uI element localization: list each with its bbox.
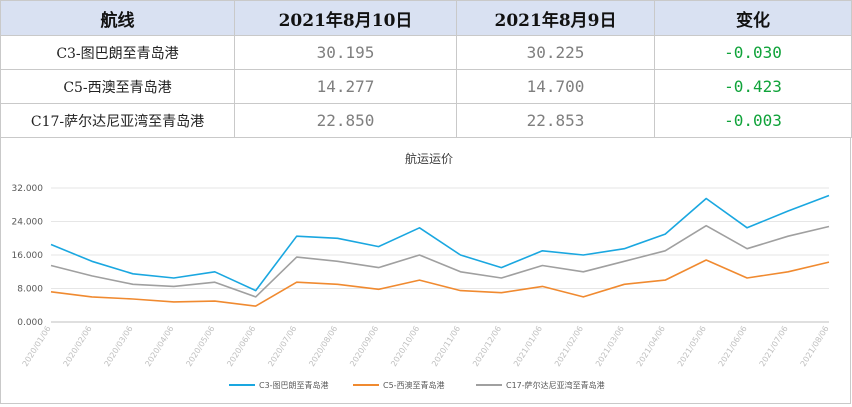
x-tick-label: 2021/06/06 (717, 324, 749, 368)
legend-label: C3-图巴朗至青岛港 (259, 380, 329, 390)
y-tick-label: 32.000 (12, 184, 44, 194)
chart-container: 航运运价 0.000 8.000 16.000 24.000 32.000 2020/0… (0, 137, 851, 404)
x-tick-label: 2020/07/06 (266, 324, 298, 368)
header-today: 2021年8月10日 (234, 0, 457, 36)
x-tick-label: 2021/04/06 (635, 324, 667, 368)
x-tick-label: 2021/05/06 (676, 324, 708, 368)
x-tick-label: 2020/06/06 (225, 324, 257, 368)
today-cell: 14.277 (234, 69, 457, 104)
today-cell: 22.850 (234, 103, 457, 138)
series-line-3 (50, 224, 830, 298)
x-tick-label: 2020/03/06 (103, 324, 135, 368)
x-tick-label: 2021/08/06 (799, 324, 831, 368)
prev-cell: 22.853 (456, 103, 655, 138)
today-cell: 30.195 (234, 35, 457, 70)
freight-rate-table: 航线 2021年8月10日 2021年8月9日 变化 C3-图巴朗至青岛港 30… (0, 0, 852, 138)
route-cell: C5-西澳至青岛港 (0, 69, 235, 104)
x-tick-label: 2020/01/06 (21, 324, 53, 368)
y-tick-label: 0.000 (17, 318, 43, 328)
prev-cell: 30.225 (456, 35, 655, 70)
table-row: C3-图巴朗至青岛港 30.195 30.225 -0.030 (0, 35, 852, 70)
x-tick-label: 2020/09/06 (348, 324, 380, 368)
table-row: C17-萨尔达尼亚湾至青岛港 22.850 22.853 -0.003 (0, 103, 852, 138)
change-cell: -0.423 (654, 69, 852, 104)
x-tick-label: 2020/02/06 (62, 324, 94, 368)
prev-cell: 14.700 (456, 69, 655, 104)
route-cell: C17-萨尔达尼亚湾至青岛港 (0, 103, 235, 138)
legend-label: C17-萨尔达尼亚湾至青岛港 (506, 380, 605, 390)
x-tick-label: 2021/07/06 (758, 324, 790, 368)
route-cell: C3-图巴朗至青岛港 (0, 35, 235, 70)
chart-title: 航运运价 (405, 151, 453, 166)
x-tick-label: 2020/11/06 (430, 324, 462, 368)
y-tick-label: 16.000 (12, 251, 44, 261)
y-tick-label: 8.000 (17, 285, 43, 295)
x-tick-label: 2021/01/06 (512, 324, 544, 368)
change-cell: -0.003 (654, 103, 852, 138)
x-tick-label: 2020/10/06 (389, 324, 421, 368)
header-route: 航线 (0, 0, 235, 36)
x-tick-label: 2020/08/06 (307, 324, 339, 368)
series-line-2 (50, 259, 830, 307)
x-tick-label: 2020/04/06 (143, 324, 175, 368)
table-row: C5-西澳至青岛港 14.277 14.700 -0.423 (0, 69, 852, 104)
series-line-1 (50, 194, 830, 292)
x-tick-label: 2021/02/06 (553, 324, 585, 368)
legend-label: C5-西澳至青岛港 (383, 380, 445, 390)
x-tick-label: 2020/05/06 (184, 324, 216, 368)
line-chart: 航运运价 0.000 8.000 16.000 24.000 32.000 2020/0… (12, 151, 831, 390)
x-tick-label: 2020/12/06 (471, 324, 503, 368)
x-tick-label: 2021/03/06 (594, 324, 626, 368)
table-header-row: 航线 2021年8月10日 2021年8月9日 变化 (0, 0, 852, 36)
header-change: 变化 (654, 0, 852, 36)
header-prev: 2021年8月9日 (456, 0, 655, 36)
y-tick-label: 24.000 (12, 218, 44, 228)
change-cell: -0.030 (654, 35, 852, 70)
